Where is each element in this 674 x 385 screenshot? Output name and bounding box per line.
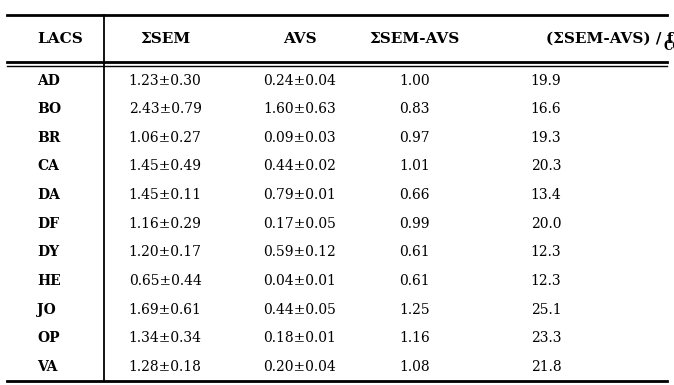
Text: 1.06±0.27: 1.06±0.27 [129,131,202,145]
Text: LACS: LACS [37,32,83,45]
Text: 1.45±0.49: 1.45±0.49 [129,159,202,173]
Text: 0.65±0.44: 0.65±0.44 [129,274,202,288]
Text: 21.8: 21.8 [530,360,561,374]
Text: 0.17±0.05: 0.17±0.05 [264,217,336,231]
Text: 0.59±0.12: 0.59±0.12 [264,245,336,259]
Text: 13.4: 13.4 [530,188,561,202]
Text: CA: CA [37,159,59,173]
Text: JO: JO [37,303,56,316]
Text: 1.45±0.11: 1.45±0.11 [129,188,202,202]
Text: DF: DF [37,217,59,231]
Text: AVS: AVS [283,32,317,45]
Text: 25.1: 25.1 [530,303,561,316]
Text: ΣSEM: ΣSEM [140,32,190,45]
Text: 19.9: 19.9 [530,74,561,87]
Text: 0.44±0.05: 0.44±0.05 [264,303,336,316]
Text: 20.3: 20.3 [530,159,561,173]
Text: BO: BO [37,102,61,116]
Text: VA: VA [37,360,57,374]
Text: AD: AD [37,74,60,87]
Text: 23.3: 23.3 [530,331,561,345]
Text: 1.08: 1.08 [399,360,430,374]
Text: 0.79±0.01: 0.79±0.01 [264,188,336,202]
Text: 0.24±0.04: 0.24±0.04 [264,74,336,87]
Text: 1.16±0.29: 1.16±0.29 [129,217,202,231]
Text: 1.60±0.63: 1.60±0.63 [264,102,336,116]
Text: 1.01: 1.01 [399,159,430,173]
Text: 2.43±0.79: 2.43±0.79 [129,102,202,116]
Text: 1.20±0.17: 1.20±0.17 [129,245,202,259]
Text: 1.16: 1.16 [399,331,430,345]
Text: 1.25: 1.25 [399,303,430,316]
Text: DY: DY [37,245,59,259]
Text: 0.97: 0.97 [399,131,430,145]
Text: 20.0: 20.0 [530,217,561,231]
Text: 0.09±0.03: 0.09±0.03 [264,131,336,145]
Text: 12.3: 12.3 [530,245,561,259]
Text: 1.34±0.34: 1.34±0.34 [129,331,202,345]
Text: 0.04±0.01: 0.04±0.01 [264,274,336,288]
Text: ΣSEM-AVS: ΣSEM-AVS [369,32,460,45]
Text: 1.00: 1.00 [399,74,430,87]
Text: HE: HE [37,274,61,288]
Text: 0.20±0.04: 0.20±0.04 [264,360,336,374]
Text: 12.3: 12.3 [530,274,561,288]
Text: 0.61: 0.61 [399,274,430,288]
Text: 1.23±0.30: 1.23±0.30 [129,74,202,87]
Text: 0.83: 0.83 [399,102,430,116]
Text: 1.69±0.61: 1.69±0.61 [129,303,202,316]
Text: 19.3: 19.3 [530,131,561,145]
Text: (ΣSEM-AVS) / f: (ΣSEM-AVS) / f [546,32,673,45]
Text: CO: CO [664,40,674,54]
Text: 0.61: 0.61 [399,245,430,259]
Text: 0.44±0.02: 0.44±0.02 [264,159,336,173]
Text: 16.6: 16.6 [530,102,561,116]
Text: BR: BR [37,131,60,145]
Text: OP: OP [37,331,60,345]
Text: 0.66: 0.66 [399,188,430,202]
Text: DA: DA [37,188,60,202]
Text: 1.28±0.18: 1.28±0.18 [129,360,202,374]
Text: 0.99: 0.99 [399,217,430,231]
Text: 0.18±0.01: 0.18±0.01 [264,331,336,345]
